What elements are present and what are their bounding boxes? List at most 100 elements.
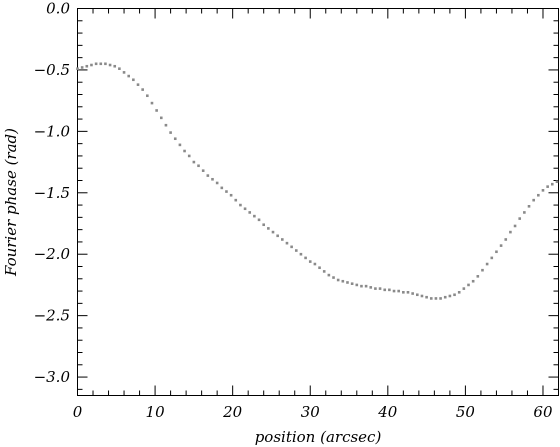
data-point — [350, 282, 354, 285]
data-point — [416, 293, 419, 297]
data-point — [104, 62, 107, 66]
data-point — [481, 268, 484, 272]
data-point — [443, 295, 447, 299]
data-point — [257, 218, 261, 222]
data-point — [225, 190, 228, 193]
data-point — [439, 297, 442, 300]
data-point — [248, 211, 252, 214]
data-point — [383, 288, 387, 292]
data-point — [537, 193, 540, 197]
y-tick-labels: 0.0 −0.5 −1.0 −1.5 −2.0 −2.5 −3.0 — [34, 0, 71, 386]
data-point — [318, 266, 321, 270]
data-point — [290, 245, 293, 249]
data-point — [113, 64, 117, 68]
x-tick-label: 40 — [377, 403, 398, 421]
data-point — [220, 186, 224, 190]
data-point — [550, 182, 554, 186]
data-point — [448, 294, 452, 298]
x-tick-label: 30 — [301, 403, 321, 421]
y-tick-label: −1.5 — [34, 184, 70, 202]
data-point — [243, 207, 247, 211]
data-point — [76, 67, 79, 70]
data-point — [192, 160, 196, 164]
data-point — [499, 244, 503, 247]
data-point — [239, 203, 242, 207]
data-point — [546, 185, 549, 188]
data-point — [434, 297, 438, 300]
data-point — [215, 181, 219, 185]
x-tick-label: 60 — [533, 403, 553, 421]
data-point — [234, 198, 238, 202]
data-point — [341, 279, 345, 283]
data-point — [127, 74, 130, 78]
data-point — [406, 291, 410, 294]
data-point — [173, 137, 177, 141]
data-point — [308, 260, 312, 263]
data-point — [332, 276, 335, 279]
data-point — [360, 284, 363, 288]
y-tick-label: −0.5 — [34, 61, 70, 79]
data-point — [132, 78, 135, 82]
data-point — [462, 287, 466, 290]
data-point — [513, 224, 517, 228]
data-point — [197, 164, 200, 168]
data-point — [304, 256, 307, 260]
data-point — [201, 169, 205, 172]
data-point — [476, 275, 480, 278]
data-point — [164, 123, 168, 127]
data-point — [420, 294, 424, 298]
data-point — [294, 249, 298, 252]
data-point — [90, 63, 93, 67]
data-point — [392, 289, 396, 293]
data-point — [388, 288, 391, 292]
data-point — [85, 64, 89, 68]
data-point — [187, 154, 191, 158]
data-point — [136, 83, 140, 86]
data-point — [122, 71, 126, 74]
y-tick-label: −3.0 — [34, 368, 71, 386]
data-point — [150, 101, 154, 105]
data-point — [523, 211, 526, 214]
data-point — [509, 230, 512, 234]
data-point — [229, 193, 233, 197]
data-point — [346, 281, 349, 284]
data-point — [490, 256, 494, 260]
data-point — [369, 286, 373, 289]
data-point — [146, 94, 149, 98]
data-point — [425, 295, 428, 299]
data-point — [108, 63, 112, 67]
y-tick-label: −2.0 — [34, 245, 71, 263]
data-point — [541, 189, 545, 192]
x-tick-label: 20 — [222, 403, 243, 421]
data-point — [518, 217, 522, 220]
data-point — [532, 198, 535, 202]
y-tick-label: −2.5 — [34, 307, 70, 325]
data-point — [453, 293, 456, 297]
x-axis-label: position (arcsec) — [255, 428, 382, 446]
data-point — [299, 252, 303, 256]
data-point — [378, 287, 382, 290]
data-point — [271, 230, 275, 234]
data-point — [262, 223, 265, 227]
x-tick-label: 0 — [73, 403, 83, 421]
data-point — [313, 262, 317, 266]
data-point — [206, 174, 210, 177]
data-point — [80, 66, 84, 69]
data-point — [411, 292, 414, 295]
data-point — [397, 289, 400, 293]
data-point — [267, 227, 270, 230]
x-tick-label: 10 — [146, 403, 166, 421]
data-point — [555, 180, 559, 184]
y-axis-label: Fourier phase (rad) — [2, 128, 20, 277]
data-point — [355, 283, 359, 287]
data-point — [364, 284, 368, 288]
data-point — [429, 297, 433, 300]
data-point — [327, 273, 331, 277]
data-point — [211, 177, 214, 181]
x-tick-labels: 0 10 20 30 40 50 60 — [73, 403, 553, 421]
data-point — [322, 270, 326, 273]
data-point — [336, 278, 340, 282]
data-point — [183, 149, 186, 153]
y-tick-label: 0.0 — [46, 0, 70, 18]
